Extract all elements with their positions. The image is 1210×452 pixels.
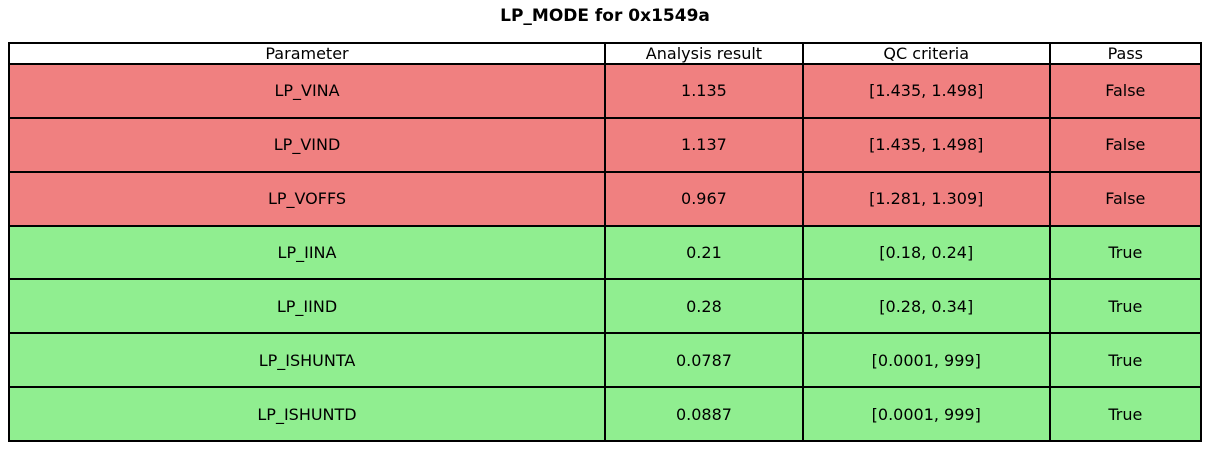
cell-analysis-result: 0.0887 [604, 386, 804, 442]
cell-pass: True [1048, 386, 1203, 442]
cell-pass: False [1048, 116, 1203, 173]
qc-results-table: Parameter Analysis result QC criteria Pa… [7, 42, 1203, 442]
cell-analysis-result: 0.967 [604, 170, 804, 227]
table-row: LP_IIND 0.28 [0.28, 0.34] True [7, 278, 1203, 335]
table-row: LP_ISHUNTD 0.0887 [0.0001, 999] True [7, 386, 1203, 442]
table-header-row: Parameter Analysis result QC criteria Pa… [7, 42, 1203, 65]
cell-qc-criteria: [1.281, 1.309] [801, 170, 1051, 227]
cell-qc-criteria: [0.28, 0.34] [801, 278, 1051, 335]
col-header-parameter: Parameter [7, 42, 607, 65]
cell-qc-criteria: [0.0001, 999] [801, 332, 1051, 389]
col-header-analysis-result: Analysis result [604, 42, 804, 65]
table-row: LP_VINA 1.135 [1.435, 1.498] False [7, 63, 1203, 119]
cell-analysis-result: 0.0787 [604, 332, 804, 389]
cell-parameter: LP_IIND [7, 278, 607, 335]
col-header-qc-criteria: QC criteria [801, 42, 1051, 65]
table-row: LP_VOFFS 0.967 [1.281, 1.309] False [7, 170, 1203, 227]
table-row: LP_IINA 0.21 [0.18, 0.24] True [7, 224, 1203, 281]
cell-parameter: LP_ISHUNTA [7, 332, 607, 389]
cell-analysis-result: 1.135 [604, 63, 804, 119]
cell-pass: True [1048, 332, 1203, 389]
cell-pass: False [1048, 170, 1203, 227]
cell-pass: False [1048, 63, 1203, 119]
cell-parameter: LP_VINA [7, 63, 607, 119]
cell-parameter: LP_ISHUNTD [7, 386, 607, 442]
cell-pass: True [1048, 224, 1203, 281]
cell-analysis-result: 1.137 [604, 116, 804, 173]
cell-qc-criteria: [0.18, 0.24] [801, 224, 1051, 281]
col-header-pass: Pass [1048, 42, 1203, 65]
cell-qc-criteria: [1.435, 1.498] [801, 116, 1051, 173]
cell-analysis-result: 0.28 [604, 278, 804, 335]
page-title: LP_MODE for 0x1549a [500, 6, 710, 26]
cell-qc-criteria: [1.435, 1.498] [801, 63, 1051, 119]
cell-pass: True [1048, 278, 1203, 335]
cell-parameter: LP_VIND [7, 116, 607, 173]
cell-parameter: LP_IINA [7, 224, 607, 281]
table-row: LP_VIND 1.137 [1.435, 1.498] False [7, 116, 1203, 173]
table-row: LP_ISHUNTA 0.0787 [0.0001, 999] True [7, 332, 1203, 389]
cell-analysis-result: 0.21 [604, 224, 804, 281]
cell-parameter: LP_VOFFS [7, 170, 607, 227]
cell-qc-criteria: [0.0001, 999] [801, 386, 1051, 442]
